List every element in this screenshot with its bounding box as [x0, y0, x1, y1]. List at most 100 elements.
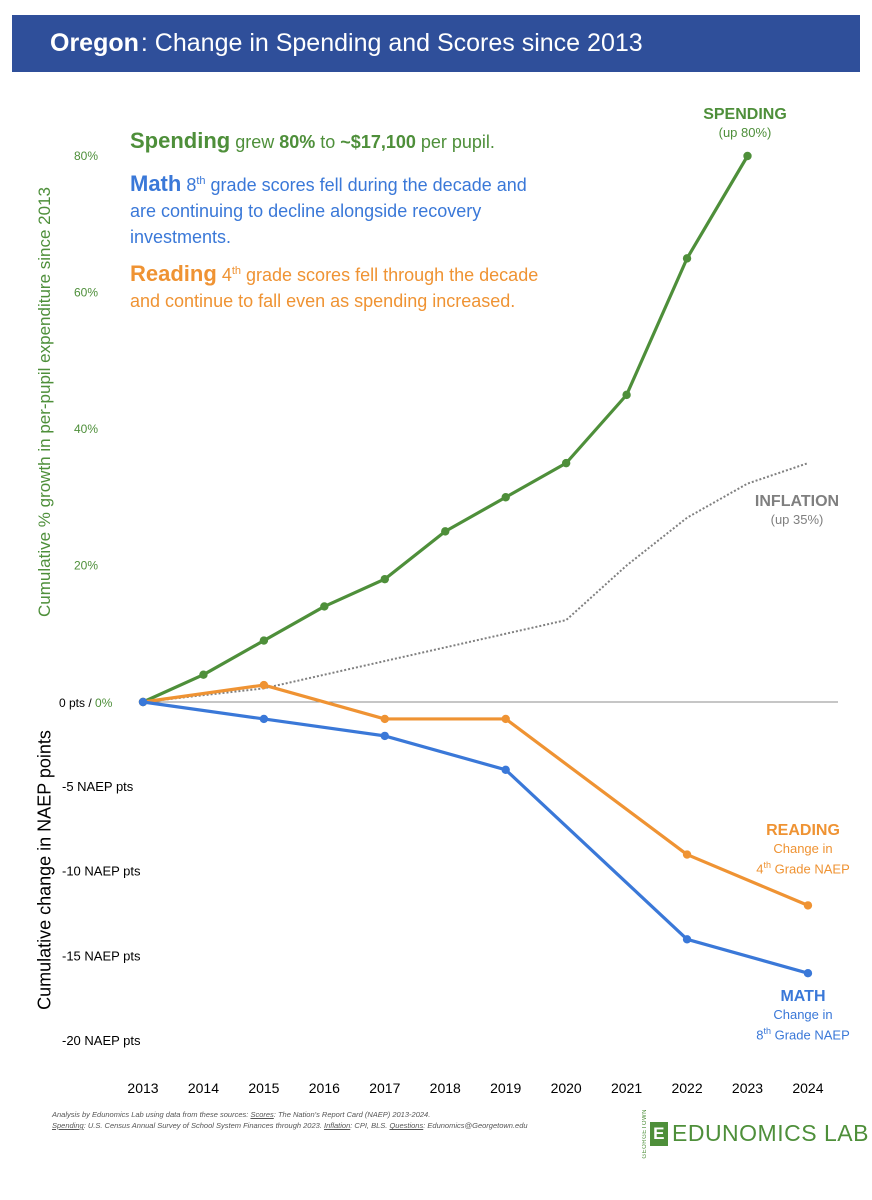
y-tick-label-naep: -20 NAEP pts — [62, 1033, 141, 1048]
math-label-grade: 8th Grade NAEP — [756, 1023, 850, 1043]
reading-annotation: Reading 4th grade scores fell through th… — [130, 258, 550, 314]
reading-annotation-sup: th — [231, 265, 242, 277]
math-label-grade-sup: th — [763, 1026, 771, 1036]
y-tick-label-naep: -10 NAEP pts — [62, 864, 141, 879]
chart-title: : Change in Spending and Scores since 20… — [140, 29, 643, 57]
math-label-title: MATH — [780, 988, 826, 1005]
math-label-grade-rest: Grade NAEP — [770, 1027, 850, 1043]
y-tick-label-zero-pct: 0% — [95, 696, 113, 710]
reading-data-point — [803, 901, 813, 910]
spending-data-point — [441, 527, 450, 536]
y-tick-label-naep: -15 NAEP pts — [62, 948, 141, 963]
math-data-point — [803, 969, 813, 978]
x-tick-label: 2024 — [792, 1080, 823, 1096]
spending-label-sub: (up 80%) — [718, 125, 772, 140]
math-annotation-head: Math — [130, 171, 182, 196]
x-tick-label: 2021 — [611, 1080, 642, 1096]
reading-label-grade: 4th Grade NAEP — [756, 857, 850, 877]
spending-data-point — [561, 458, 571, 468]
spending-data-point — [380, 574, 389, 584]
footnote-questions-text: : Edunomics@Georgetown.edu — [423, 1121, 528, 1130]
inflation-label-title: INFLATION — [754, 493, 840, 510]
title-banner: Oregon: Change in Spending and Scores si… — [12, 15, 860, 72]
reading-annotation-head: Reading — [130, 261, 217, 286]
reading-series-line — [142, 683, 809, 907]
reading-annotation-grade: 4 — [221, 265, 232, 285]
inflation-series-label: INFLATION (up 35%) — [755, 493, 839, 528]
inflation-label-sub: (up 35%) — [770, 512, 824, 527]
logo-text: EDUNOMICS LAB — [672, 1120, 869, 1147]
x-tick-label: 2022 — [671, 1080, 702, 1096]
math-label-sub: Change in — [773, 1007, 833, 1022]
y-tick-label-zero-pts: 0 pts / — [59, 696, 95, 710]
spending-annotation-text: grew — [230, 132, 280, 152]
math-data-point — [682, 935, 692, 944]
footnote-scores-text: : The Nation's Report Card (NAEP) 2013-2… — [273, 1110, 431, 1119]
reading-annotation-text: grade scores fell through the decade and… — [130, 265, 539, 311]
reading-data-point — [259, 680, 269, 690]
x-tick-label: 2018 — [430, 1080, 461, 1096]
math-annotation-sup: th — [196, 175, 206, 187]
y-tick-label-percent: 40% — [74, 422, 98, 436]
spending-annotation-text: per pupil. — [415, 132, 495, 152]
reading-data-point — [501, 714, 510, 724]
x-tick-label: 2017 — [369, 1080, 400, 1096]
state-name: Oregon — [50, 29, 139, 57]
spending-data-point — [259, 636, 269, 645]
reading-label-sub: Change in — [773, 841, 833, 856]
x-tick-label: 2014 — [188, 1080, 219, 1096]
math-annotation-grade: 8 — [186, 175, 197, 195]
x-tick-label: 2016 — [309, 1080, 340, 1096]
y-tick-label-percent: 60% — [74, 286, 98, 300]
spending-annotation: Spending grew 80% to ~$17,100 per pupil. — [130, 128, 550, 155]
footnote-spending-label: Spending — [52, 1121, 84, 1130]
math-data-point — [138, 697, 148, 707]
spending-annotation-text: to — [315, 132, 341, 152]
reading-label-title: READING — [766, 822, 840, 839]
math-series-label: MATH Change in 8th Grade NAEP — [756, 988, 850, 1043]
reading-data-point — [380, 714, 389, 724]
source-footnote: Analysis by Edunomics Lab using data fro… — [52, 1109, 612, 1131]
math-series-line — [142, 700, 809, 975]
y-tick-label-percent: 80% — [74, 149, 98, 163]
spending-label-title: SPENDING — [703, 106, 787, 123]
inflation-series-line — [142, 462, 809, 703]
reading-label-grade-sup: th — [763, 860, 771, 870]
math-data-point — [380, 731, 389, 741]
spending-data-point — [622, 390, 631, 400]
math-data-point — [501, 765, 510, 774]
math-annotation: Math 8th grade scores fell during the de… — [130, 168, 550, 250]
spending-annotation-amount: ~$17,100 — [340, 132, 416, 152]
y-tick-label-naep: -5 NAEP pts — [62, 779, 134, 794]
footnote-inflation-text: : CPI, BLS. — [350, 1121, 390, 1130]
footnote-questions-label: Questions — [389, 1121, 424, 1130]
reading-data-point — [682, 850, 692, 859]
footnote-scores-label: Scores — [250, 1110, 274, 1119]
reading-series-label: READING Change in 4th Grade NAEP — [756, 822, 850, 877]
footnote-inflation-label: Inflation — [323, 1121, 351, 1130]
spending-data-point — [682, 254, 692, 263]
spending-data-point — [743, 151, 752, 161]
spending-data-point — [199, 670, 208, 679]
math-label-grade-num: 8 — [756, 1027, 764, 1043]
y-tick-label-percent: 20% — [74, 559, 98, 573]
reading-label-grade-num: 4 — [756, 861, 764, 877]
reading-label-grade-rest: Grade NAEP — [770, 861, 850, 877]
math-data-point — [259, 714, 269, 724]
y-axis-title-spending: Cumulative % growth in per-pupil expendi… — [35, 187, 54, 617]
spending-annotation-pct: 80% — [279, 132, 316, 152]
y-axis-title-naep: Cumulative change in NAEP points — [34, 730, 55, 1010]
logo-mark: E — [650, 1121, 668, 1146]
x-tick-label: 2019 — [490, 1080, 521, 1096]
edunomics-logo: GEORGETOWN E EDUNOMICS LAB — [642, 1109, 869, 1159]
spending-data-point — [501, 493, 510, 502]
x-tick-label: 2020 — [551, 1080, 582, 1096]
footnote-intro: Analysis by Edunomics Lab using data fro… — [52, 1110, 251, 1119]
footnote-spending-text: : U.S. Census Annual Survey of School Sy… — [83, 1121, 324, 1130]
x-tick-label: 2023 — [732, 1080, 763, 1096]
spending-series-label: SPENDING (up 80%) — [703, 106, 787, 141]
y-tick-label-zero: 0 pts / 0% — [59, 696, 113, 710]
spending-data-point — [320, 602, 329, 611]
x-tick-label: 2015 — [248, 1080, 279, 1096]
